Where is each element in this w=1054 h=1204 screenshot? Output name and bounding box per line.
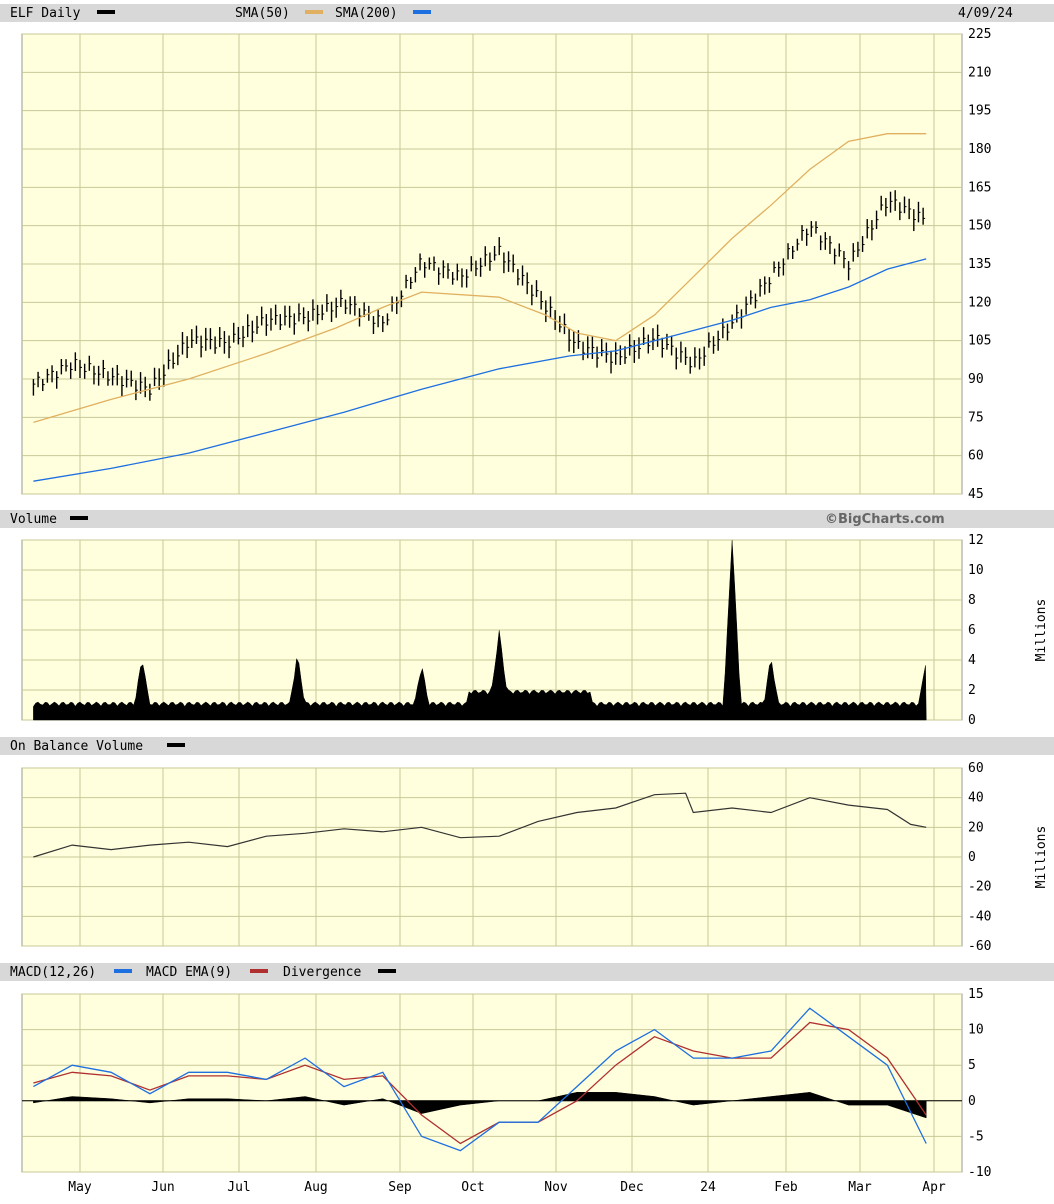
y-tick-label: 120 [968,295,991,310]
volume-grid [22,539,962,721]
volume-y-axis: 12 10 8 6 4 2 0 [968,533,984,728]
y-tick-label: 150 [968,219,991,234]
obv-series [33,792,927,858]
y-tick-label: 45 [968,487,984,502]
y-tick-label: 60 [968,449,984,464]
x-tick-label: Nov [544,1180,568,1195]
sma200-legend-swatch [413,10,431,14]
y-tick-label: 10 [968,563,984,578]
sma50-label: SMA(50) [235,6,290,21]
y-tick-label: 105 [968,334,991,349]
x-tick-label: Mar [848,1180,872,1195]
volume-series [33,540,927,721]
macd-legend-swatch [114,969,132,973]
y-tick-label: 0 [968,850,976,865]
sma200-line [33,258,927,482]
y-tick-label: 0 [968,1094,976,1109]
macd-ema-line [33,1021,927,1145]
y-tick-label: -20 [968,880,991,895]
sma200-label: SMA(200) [335,6,398,21]
volume-legend-swatch [70,516,88,520]
y-tick-label: 5 [968,1058,976,1073]
x-tick-label: 24 [700,1180,716,1195]
obv-y-axis: 60 40 20 0 -20 -40 -60 [968,761,991,954]
symbol-legend-swatch [97,10,115,14]
macd-ema-legend-swatch [250,969,268,973]
obv-legend-swatch [167,743,185,747]
y-tick-label: -60 [968,939,991,954]
x-tick-label: Dec [620,1180,643,1195]
obv-grid [22,767,962,947]
volume-header-bar [0,510,1054,528]
y-tick-label: 225 [968,27,991,42]
y-tick-label: -5 [968,1129,984,1144]
x-tick-label: Aug [304,1180,327,1195]
y-tick-label: 180 [968,142,991,157]
y-tick-label: 6 [968,623,976,638]
x-tick-label: Jun [151,1180,174,1195]
macd-label: MACD(12,26) [10,965,96,980]
x-tick-label: Apr [922,1180,946,1195]
macd-series [22,1007,962,1152]
volume-y-label: Millions [1034,599,1049,662]
y-tick-label: 12 [968,533,984,548]
y-tick-label: 20 [968,820,984,835]
price-series [32,133,927,482]
macd-y-axis: 15 10 5 0 -5 -10 [968,987,991,1180]
volume-area [33,540,927,721]
date-label: 4/09/24 [958,6,1013,21]
price-header-bar [0,4,1054,22]
x-tick-label: Oct [461,1180,484,1195]
y-tick-label: 4 [968,653,976,668]
sma50-line [33,133,927,424]
obv-header-bar [0,737,1054,755]
y-tick-label: 90 [968,372,984,387]
x-axis-labels: May Jun Jul Aug Sep Oct Nov Dec 24 Feb Mar Apr [68,1180,946,1195]
x-tick-label: Sep [388,1180,412,1195]
y-tick-label: 135 [968,257,991,272]
x-tick-label: Jul [227,1180,250,1195]
macd-plot-area [21,993,963,1173]
y-tick-label: 10 [968,1023,984,1038]
y-tick-label: 165 [968,180,991,195]
volume-label: Volume [10,512,57,527]
macd-ema-label: MACD EMA(9) [146,965,232,980]
x-tick-label: May [68,1180,92,1195]
macd-header-bar [0,963,1054,981]
y-tick-label: 60 [968,761,984,776]
y-tick-label: 75 [968,410,984,425]
y-tick-label: -10 [968,1165,991,1180]
macd-line [33,1007,927,1152]
obv-line [33,792,927,858]
y-tick-label: 40 [968,791,984,806]
y-tick-label: 2 [968,683,976,698]
obv-label: On Balance Volume [10,739,143,754]
y-tick-label: 8 [968,593,976,608]
y-tick-label: 195 [968,104,991,119]
y-tick-label: 15 [968,987,984,1002]
obv-y-label: Millions [1034,826,1049,889]
x-tick-label: Feb [774,1180,798,1195]
symbol-label: ELF Daily [10,6,81,21]
y-tick-label: -40 [968,909,991,924]
divergence-legend-swatch [378,969,396,973]
price-y-axis: 225 210 195 180 165 150 135 120 105 90 75 60 45 [968,27,991,502]
y-tick-label: 210 [968,65,991,80]
divergence-label: Divergence [283,965,361,980]
sma50-legend-swatch [305,10,323,14]
y-tick-label: 0 [968,713,976,728]
bigcharts-watermark: ©BigCharts.com [825,512,945,527]
